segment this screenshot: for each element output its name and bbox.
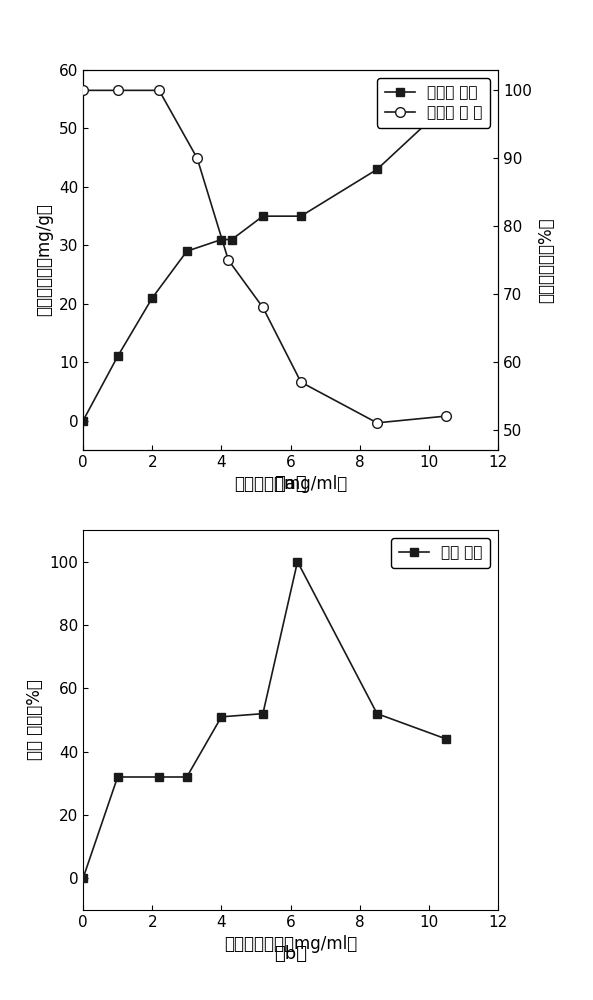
Y-axis label: 蛋白结合量（mg/g）: 蛋白结合量（mg/g）	[35, 204, 53, 316]
Y-axis label: 蛋白回收率（%）: 蛋白回收率（%）	[537, 217, 556, 303]
Text: （b）: （b）	[274, 945, 307, 963]
Text: （a）: （a）	[274, 475, 307, 493]
Legend: 蛋白结 合量, 蛋白回 收 率: 蛋白结 合量, 蛋白回 收 率	[377, 78, 490, 127]
X-axis label: 不同蛋白浓度（mg/ml）: 不同蛋白浓度（mg/ml）	[224, 935, 357, 953]
Y-axis label: 相对 活力（%）: 相对 活力（%）	[25, 680, 44, 760]
X-axis label: 蛋白浓度（mg/ml）: 蛋白浓度（mg/ml）	[234, 475, 347, 493]
Legend: 相对 活力: 相对 活力	[391, 538, 490, 568]
